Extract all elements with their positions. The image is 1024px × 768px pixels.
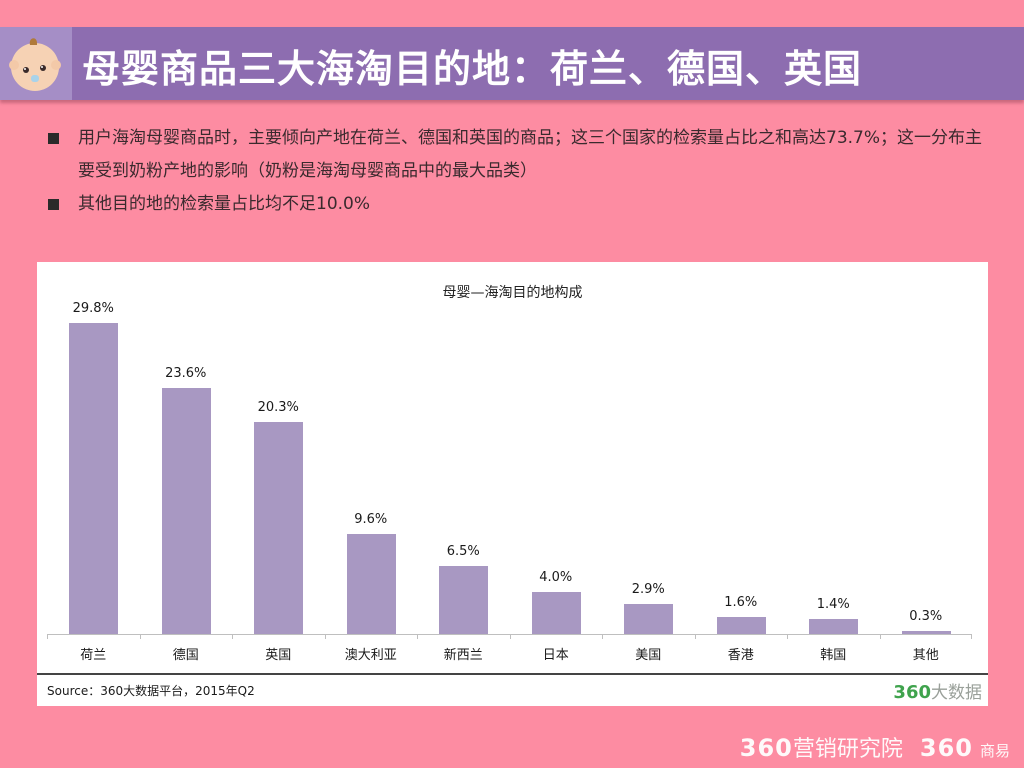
axis-tick	[694, 634, 696, 639]
axis-tick	[232, 634, 233, 639]
bar-value-label: 4.0%	[539, 570, 573, 586]
bar	[161, 387, 211, 634]
bar	[624, 603, 673, 634]
bar-group: 23.6% 德国	[140, 302, 233, 663]
bar-value-label: 9.6%	[354, 511, 388, 527]
category-label: 其他	[912, 648, 939, 663]
title-icon-box	[0, 27, 72, 100]
category-label: 新西兰	[443, 648, 483, 663]
chart-title: 母婴—海淘目的地构成	[442, 285, 583, 301]
axis-tick	[602, 634, 603, 639]
bullet-item: 用户海淘母婴商品时，主要倾向产地在荷兰、德国和英国的商品；这三个国家的检索量占比…	[48, 122, 988, 188]
bar-group: 1.4% 韩国	[787, 302, 880, 663]
bar-group: 1.6% 香港	[695, 302, 788, 663]
baby-face-icon	[9, 38, 61, 91]
axis-tick	[509, 634, 511, 639]
bar	[346, 533, 396, 634]
bar-value-label: 0.3%	[909, 608, 943, 624]
bullet-square-icon	[48, 133, 59, 144]
page-title: 母婴商品三大海淘目的地：荷兰、德国、英国	[82, 47, 863, 91]
category-label: 韩国	[820, 648, 847, 663]
axis-tick	[879, 634, 881, 639]
axis-tick	[971, 634, 972, 639]
bar	[531, 592, 581, 634]
bar	[69, 323, 118, 634]
category-label: 德国	[172, 648, 199, 663]
footer-brand: 360营销研究院 360 商易	[740, 731, 1010, 763]
bullet-list: 用户海淘母婴商品时，主要倾向产地在荷兰、德国和英国的商品；这三个国家的检索量占比…	[48, 122, 988, 221]
bar-value-label: 23.6%	[165, 365, 207, 381]
title-bar: 母婴商品三大海淘目的地：荷兰、德国、英国	[0, 27, 1024, 100]
category-label: 英国	[265, 648, 292, 663]
chart-panel: 母婴—海淘目的地构成 29.8% 荷兰 23.6% 德国 20.3% 英国 9.6% 澳大利亚…	[37, 262, 988, 706]
bar	[716, 617, 766, 634]
source-note: Source：360大数据平台，2015年Q2	[47, 684, 255, 698]
bar	[254, 422, 303, 634]
chart-footer-divider	[37, 673, 988, 675]
logo-number: 360	[893, 682, 931, 703]
bar-group: 4.0% 日本	[510, 302, 603, 663]
bar-group: 20.3% 英国	[232, 302, 325, 663]
bar-value-label: 20.3%	[257, 400, 299, 416]
axis-tick	[787, 634, 788, 639]
bar-group: 6.5% 新西兰	[417, 302, 510, 663]
bar	[809, 619, 858, 634]
bar-group: 29.8% 荷兰	[47, 301, 140, 663]
category-label: 美国	[635, 648, 662, 663]
category-label: 香港	[727, 648, 754, 663]
brand2-number: 360	[919, 734, 973, 762]
axis-tick	[47, 634, 48, 639]
axis-tick	[417, 634, 418, 639]
bullet-item: 其他目的地的检索量占比均不足10.0%	[48, 188, 988, 221]
bar-group: 0.3% 其他	[880, 302, 973, 663]
bar-value-label: 1.4%	[816, 597, 850, 613]
bullet-text: 用户海淘母婴商品时，主要倾向产地在荷兰、德国和英国的商品；这三个国家的检索量占比…	[78, 128, 983, 181]
bar	[901, 630, 951, 634]
logo-text: 大数据	[931, 683, 982, 703]
bar-value-label: 29.8%	[72, 301, 114, 316]
bar-group: 9.6% 澳大利亚	[325, 302, 418, 663]
bullet-text: 其他目的地的检索量占比均不足10.0%	[78, 194, 371, 214]
bullet-square-icon	[48, 199, 59, 210]
bar-value-label: 1.6%	[724, 595, 758, 611]
brand2-text: 商易	[979, 742, 1010, 760]
bar-value-label: 6.5%	[446, 544, 480, 560]
bar-group: 2.9% 美国	[602, 302, 695, 663]
360-bigdata-logo: 360大数据	[893, 678, 982, 703]
brand1-number: 360	[739, 734, 793, 762]
category-label: 日本	[542, 648, 569, 663]
bar-value-label: 2.9%	[631, 581, 665, 597]
axis-tick	[139, 634, 141, 639]
bar-chart-plot: 29.8% 荷兰 23.6% 德国 20.3% 英国 9.6% 澳大利亚 6.5% 新西兰 4.0%…	[47, 301, 973, 663]
axis-tick	[324, 634, 326, 639]
category-label: 荷兰	[80, 648, 107, 663]
category-label: 澳大利亚	[344, 648, 397, 663]
brand1-text: 营销研究院	[792, 737, 903, 762]
bar	[439, 566, 488, 634]
